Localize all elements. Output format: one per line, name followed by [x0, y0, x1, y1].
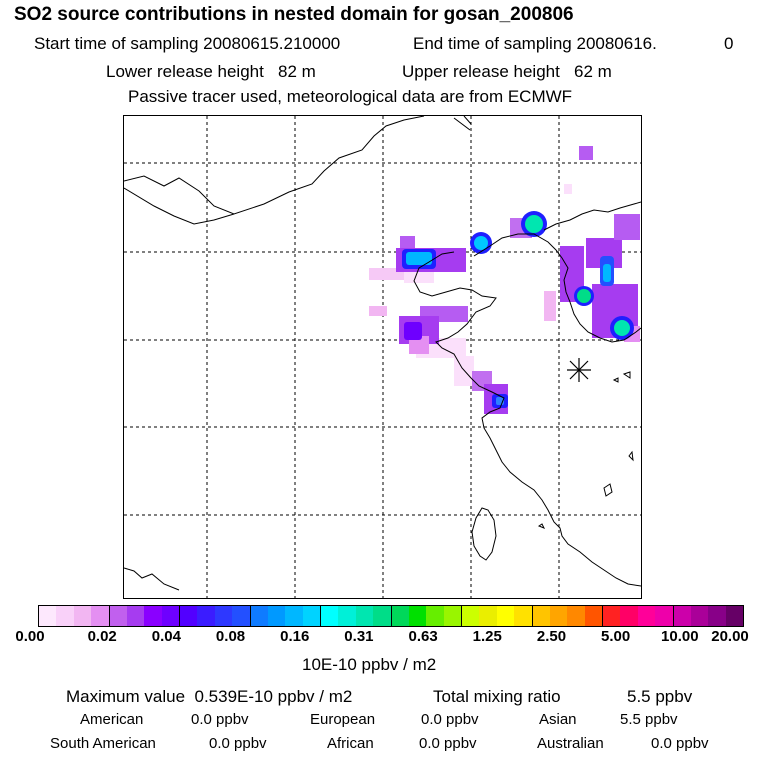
color-scale-segment	[109, 606, 127, 626]
color-scale-segment	[355, 606, 374, 626]
end-time: End time of sampling 20080616.	[413, 34, 657, 54]
color-scale-segment	[214, 606, 233, 626]
end-time-value: 20080616.	[576, 34, 657, 53]
data-source-note: Passive tracer used, meteorological data…	[128, 87, 573, 106]
color-scale-segment	[373, 606, 392, 626]
color-scale-tick-label: 0.63	[408, 628, 438, 645]
start-time-label: Start time of sampling	[34, 34, 199, 53]
upper-release-height: Upper release height 62 m	[402, 62, 612, 82]
color-scale-segment	[161, 606, 180, 626]
color-scale-segment	[725, 606, 743, 626]
region-european-name: European	[310, 711, 376, 728]
upper-release-label: Upper release height	[402, 62, 560, 81]
region-european-value: 0.0 ppbv	[421, 711, 479, 728]
region-american-name: American	[80, 711, 144, 728]
color-scale-tick-label: 0.02	[87, 628, 117, 645]
color-scale-tick-label: 1.25	[472, 628, 502, 645]
region-australian-value: 0.0 ppbv	[651, 735, 709, 752]
color-scale-segment	[302, 606, 321, 626]
color-scale-segment	[91, 606, 110, 626]
region-south-american-name: South American	[50, 735, 156, 752]
color-scale-tick-label: 20.00	[711, 628, 749, 645]
color-scale-segment	[603, 606, 621, 626]
color-scale-segment	[479, 606, 497, 626]
region-asian-name: Asian	[539, 711, 577, 728]
color-scale-units: 10E-10 ppbv / m2	[302, 655, 437, 674]
color-scale-tick-label: 0.00	[15, 628, 45, 645]
color-scale-tick-label: 2.50	[536, 628, 567, 645]
color-scale-tick-label: 0.04	[151, 628, 181, 645]
region-australian-name: Australian	[537, 735, 604, 752]
end-time-label: End time of sampling	[413, 34, 572, 53]
color-scale-bar	[38, 605, 744, 627]
color-scale-segment	[197, 606, 215, 626]
total-mixing-label: Total mixing ratio	[433, 687, 561, 706]
color-scale-segment	[673, 606, 691, 626]
color-scale-tick-label: 0.31	[344, 628, 374, 645]
color-scale-segment	[690, 606, 709, 626]
region-american-value: 0.0 ppbv	[191, 711, 249, 728]
region-african-name: African	[327, 735, 374, 752]
coastlines	[124, 116, 641, 591]
start-time-value: 20080615.210000	[203, 34, 341, 53]
max-value: Maximum value 0.539E-10 ppbv / m2	[66, 687, 352, 707]
map-canvas	[124, 116, 641, 598]
total-mixing-value: 5.5 ppbv	[627, 687, 693, 706]
color-scale-segment	[637, 606, 656, 626]
color-scale-segment	[39, 606, 57, 626]
color-scale-segment	[514, 606, 533, 626]
region-asian-value: 5.5 ppbv	[620, 711, 678, 728]
color-scale-tick-label: 5.00	[601, 628, 631, 645]
color-scale-segment	[73, 606, 92, 626]
color-scale-segment	[620, 606, 638, 626]
color-scale-segment	[567, 606, 585, 626]
start-time: Start time of sampling 20080615.210000	[34, 34, 340, 54]
color-scale-segment	[126, 606, 145, 626]
color-scale-segment	[584, 606, 603, 626]
color-scale-segment	[426, 606, 444, 626]
color-scale-segment	[250, 606, 268, 626]
color-scale-segment	[321, 606, 339, 626]
color-scale-segment	[285, 606, 303, 626]
lat-lon-grid	[124, 116, 641, 598]
color-scale-segment	[180, 606, 198, 626]
color-scale-segment	[549, 606, 568, 626]
color-scale-segment	[338, 606, 356, 626]
receptor-site-marker	[567, 358, 591, 382]
color-scale-segment	[496, 606, 515, 626]
lower-release-value: 82 m	[278, 62, 316, 81]
upper-release-value: 62 m	[574, 62, 612, 81]
color-scale-segment	[144, 606, 162, 626]
color-scale-tick-label: 10.00	[661, 628, 699, 645]
map-panel	[123, 115, 642, 599]
color-scale-segment	[56, 606, 74, 626]
color-scale-segment	[462, 606, 480, 626]
end-time-suffix: 0	[724, 34, 734, 53]
map-title: SO2 source contributions in nested domai…	[14, 4, 574, 25]
color-scale-segment	[532, 606, 550, 626]
color-scale-segment	[655, 606, 674, 626]
color-scale-segment	[232, 606, 251, 626]
color-scale-segment	[267, 606, 286, 626]
color-scale-segment	[391, 606, 409, 626]
color-scale-segment	[443, 606, 462, 626]
color-scale-tick-label: 0.16	[280, 628, 310, 645]
lower-release-label: Lower release height	[106, 62, 264, 81]
lower-release-height: Lower release height 82 m	[106, 62, 316, 82]
region-african-value: 0.0 ppbv	[419, 735, 477, 752]
color-scale-tick-label: 0.08	[215, 628, 246, 645]
concentration-field	[369, 146, 640, 414]
color-scale-segment	[408, 606, 427, 626]
max-value-number: 0.539E-10 ppbv / m2	[194, 687, 353, 706]
color-scale-segment	[708, 606, 726, 626]
max-value-label: Maximum value	[66, 687, 186, 706]
region-south-american-value: 0.0 ppbv	[209, 735, 267, 752]
